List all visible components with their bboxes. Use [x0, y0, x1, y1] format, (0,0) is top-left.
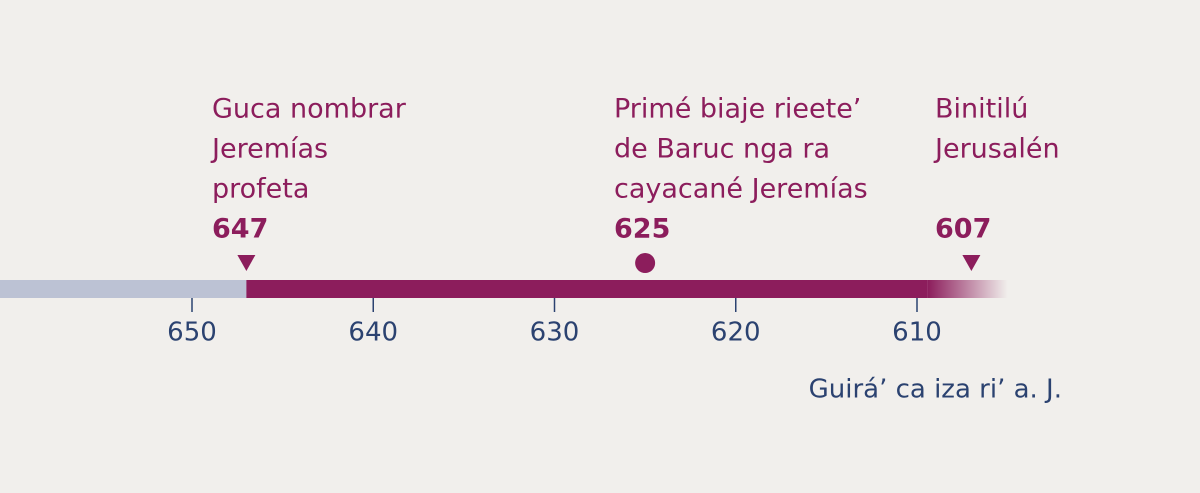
event-label: Jerusalén — [933, 134, 1060, 165]
event-marker — [962, 255, 981, 271]
tick-label: 640 — [348, 318, 398, 348]
event-year: 607 — [935, 214, 991, 245]
event-year: 625 — [614, 214, 670, 245]
event-label: de Baruc nga ra — [614, 134, 830, 165]
event-label: Primé biaje rieete’ — [614, 94, 861, 125]
tick-label: 650 — [167, 318, 217, 348]
event-marker — [635, 253, 656, 273]
tick-label: 620 — [711, 318, 761, 348]
event-year: 647 — [212, 214, 268, 245]
past-bar — [0, 280, 247, 298]
axis-label: Guirá’ ca iza ri’ a. J. — [809, 375, 1062, 405]
tick-label: 610 — [892, 318, 942, 348]
tick-label: 630 — [530, 318, 580, 348]
period-bar — [246, 280, 928, 298]
event-label: cayacané Jeremías — [614, 174, 868, 205]
event-marker — [237, 255, 256, 271]
event-label: Binitilú — [935, 94, 1028, 125]
event-label: profeta — [212, 174, 309, 205]
event-label: Guca nombrar — [212, 94, 407, 125]
event-label: Jeremías — [210, 134, 328, 165]
period-fade — [927, 280, 1008, 298]
